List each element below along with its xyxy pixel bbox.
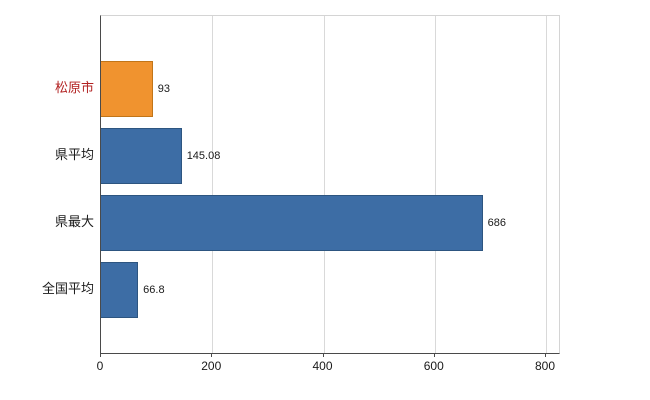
x-tick-mark (100, 353, 101, 357)
x-tick-label: 800 (534, 359, 556, 373)
gridline (212, 16, 214, 353)
bar-value-label: 66.8 (143, 284, 165, 296)
bar (101, 128, 182, 184)
gridline (546, 16, 547, 353)
x-tick-mark (211, 353, 213, 357)
bar-value-label: 93 (157, 83, 170, 95)
gridline (434, 16, 436, 353)
bar (101, 61, 153, 117)
x-tick-mark (322, 353, 324, 357)
category-label: 松原市 (54, 80, 94, 95)
x-tick-mark (433, 353, 435, 357)
x-tick-label: 200 (201, 359, 222, 373)
category-label: 県最大 (54, 214, 94, 229)
gridline (323, 16, 325, 353)
x-tick-label: 400 (312, 359, 333, 373)
x-tick-mark (545, 353, 546, 357)
bar (101, 262, 139, 318)
x-tick-label: 0 (96, 359, 104, 373)
bar (101, 195, 483, 251)
bar-value-label: 686 (487, 217, 506, 229)
bar-value-label: 145.08 (186, 150, 221, 162)
plot-area: 93 145.08 686 66.8 (100, 15, 560, 354)
category-label: 全国平均 (41, 281, 94, 296)
category-label: 県平均 (54, 147, 94, 162)
x-tick-label: 600 (423, 359, 444, 373)
